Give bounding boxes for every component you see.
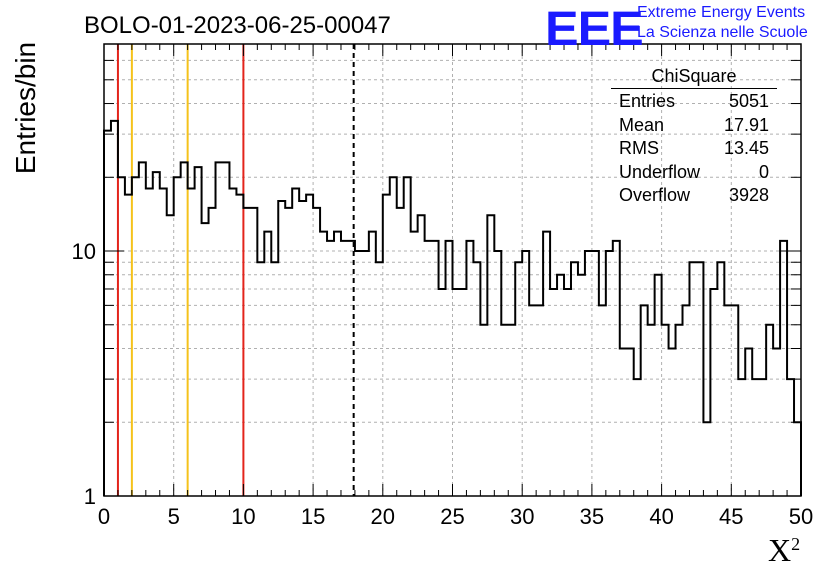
stats-label: Underflow — [619, 161, 701, 182]
x-axis-label-base: X — [768, 532, 792, 568]
brand-line-2: La Scienza nelle Scuole — [637, 24, 808, 41]
stats-title: ChiSquare — [611, 66, 777, 89]
stats-row-rms: RMS 13.45 — [611, 137, 777, 161]
x-tick-label: 45 — [719, 504, 743, 529]
stats-row-entries: Entries 5051 — [611, 90, 777, 114]
stats-row-overflow: Overflow 3928 — [611, 184, 777, 208]
x-tick-label: 20 — [371, 504, 395, 529]
stats-label: Overflow — [619, 185, 691, 205]
x-tick-label: 35 — [580, 504, 604, 529]
x-tick-label: 50 — [789, 504, 813, 529]
stats-value: 17.91 — [723, 114, 769, 135]
x-tick-label: 15 — [301, 504, 325, 529]
stats-row-mean: Mean 17.91 — [611, 114, 777, 138]
x-axis-label-sup: 2 — [791, 534, 801, 554]
x-tick-label: 30 — [510, 504, 534, 529]
y-tick-label: 10 — [72, 239, 96, 264]
x-tick-label: 0 — [98, 504, 110, 529]
x-tick-label: 5 — [168, 504, 180, 529]
stats-label: Mean — [619, 114, 665, 135]
x-tick-labels: 0 5 10 15 20 25 30 35 40 45 50 — [98, 504, 813, 529]
stats-value: 5051 — [728, 91, 769, 111]
axis-ticks — [103, 44, 802, 497]
histogram-line — [103, 119, 802, 496]
stats-value: 0 — [758, 161, 769, 182]
marker-lines — [116, 44, 355, 496]
stats-box: ChiSquare Entries 5051 Mean 17.91 RMS 13.45… — [611, 66, 777, 208]
stats-value: 13.45 — [723, 138, 769, 158]
x-tick-label: 10 — [231, 504, 255, 529]
y-tick-label: 1 — [84, 484, 96, 509]
run-title: BOLO-01-2023-06-25-00047 — [84, 12, 391, 39]
y-tick-labels: 1 10 — [72, 239, 96, 509]
y-axis-label: Entries/bin — [10, 41, 41, 175]
stats-label: Entries — [619, 91, 676, 111]
x-tick-label: 25 — [440, 504, 464, 529]
x-axis-label: X2 — [768, 532, 800, 569]
stats-label: RMS — [619, 138, 659, 158]
stats-value: 3928 — [728, 185, 769, 205]
eee-logo: EEE — [545, 3, 644, 56]
x-tick-label: 40 — [649, 504, 673, 529]
brand-line-1: Extreme Energy Events — [637, 4, 806, 21]
stats-row-underflow: Underflow 0 — [611, 161, 777, 185]
